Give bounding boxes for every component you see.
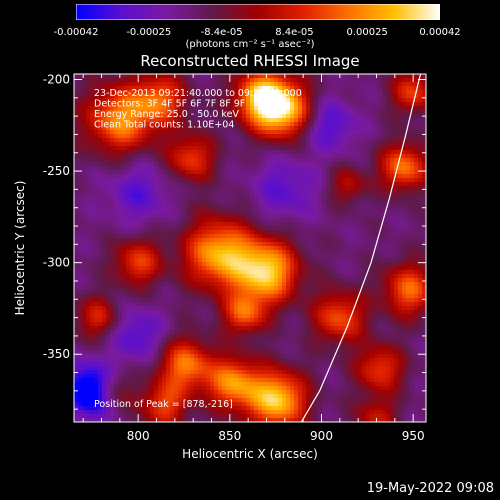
y-tick-label: -200 [43, 72, 70, 86]
colorbar-units-label: (photons cm⁻² s⁻¹ asec⁻²) [185, 39, 315, 50]
y-axis-label: Heliocentric Y (arcsec) [13, 181, 27, 316]
solar-limb-curve [300, 74, 422, 422]
chart-title: Reconstructed RHESSI Image [140, 52, 360, 70]
footer-date: 19-May-2022 09:08 [366, 481, 494, 496]
x-tick-label: 850 [218, 429, 241, 443]
colorbar-tick-label: -0.00025 [126, 27, 172, 38]
peak-position-label: Position of Peak = [878,-216] [94, 399, 233, 410]
x-tick-label: 950 [402, 429, 425, 443]
colorbar-tick-label: -0.00042 [53, 27, 99, 38]
colorbar-tick-label: 0.00025 [346, 27, 388, 38]
image-annotations: 23-Dec-2013 09:21:40.000 to 09:27:40.000… [94, 88, 302, 131]
annotation-line: Clean Total counts: 1.10E+04 [94, 120, 234, 131]
y-tick-label: -300 [43, 256, 70, 270]
annotation-line: 23-Dec-2013 09:21:40.000 to 09:27:40.000 [94, 88, 302, 99]
colorbar-tick-label: 0.00042 [419, 27, 461, 38]
x-tick-label: 800 [127, 429, 150, 443]
annotation-line: Energy Range: 25.0 - 50.0 keV [94, 109, 239, 120]
y-tick-label: -350 [43, 347, 70, 361]
colorbar-gradient [76, 4, 440, 20]
x-axis-label: Heliocentric X (arcsec) [182, 447, 318, 461]
colorbar-tick-label: -8.4e-05 [200, 27, 243, 38]
x-tick-label: 900 [310, 429, 333, 443]
annotation-line: Detectors: 3F 4F 5F 6F 7F 8F 9F [94, 99, 245, 110]
plot-frame [73, 73, 427, 423]
colorbar [76, 4, 440, 20]
y-tick-label: -250 [43, 164, 70, 178]
axis-ticks: 800 850 900 950 -200 -250 -300 -350 [43, 72, 426, 443]
colorbar-tick-label: 8.4e-05 [275, 27, 314, 38]
heatmap-image [74, 74, 426, 422]
